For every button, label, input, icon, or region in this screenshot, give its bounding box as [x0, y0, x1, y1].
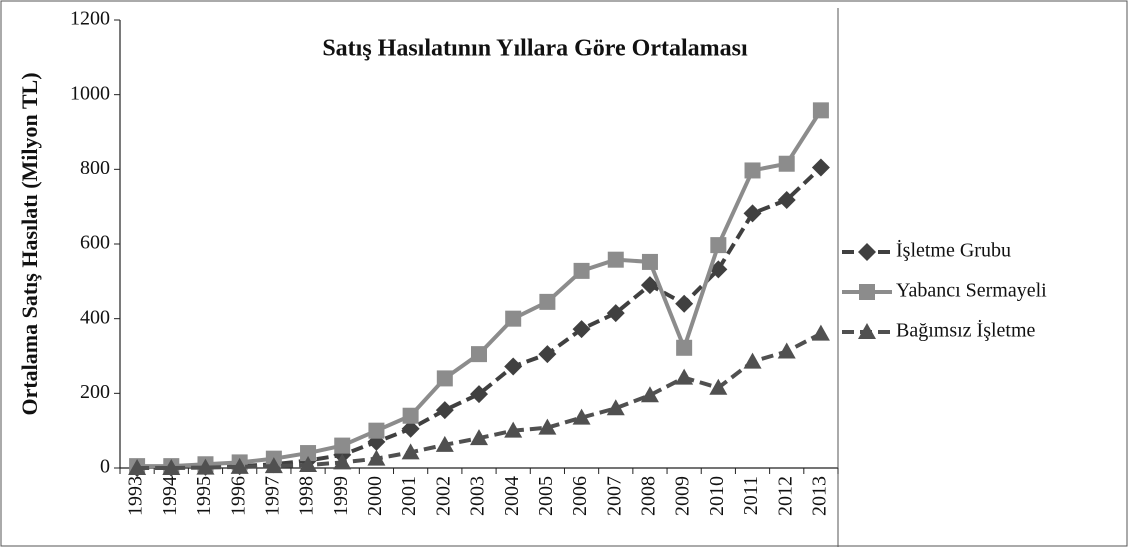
data-point [743, 352, 762, 369]
data-point [572, 320, 591, 339]
x-tick-label: 2010 [706, 476, 728, 516]
y-axis-label: Ortalama Satış Hasılatı (Milyon TL) [17, 72, 42, 415]
data-point [128, 459, 147, 475]
y-tick-label: 800 [80, 157, 110, 179]
y-tick-label: 1200 [70, 8, 110, 30]
data-point [435, 401, 454, 420]
x-tick-label: 2001 [398, 476, 420, 516]
data-point [401, 419, 420, 438]
legend-label: Yabancı Sermayeli [896, 280, 1047, 302]
legend-marker [859, 284, 875, 300]
data-point [606, 399, 625, 416]
x-tick-label: 2006 [569, 476, 591, 516]
data-point [230, 457, 249, 474]
x-tick-label: 1996 [227, 476, 249, 516]
data-point [505, 310, 522, 327]
data-point [777, 190, 796, 209]
data-point [710, 237, 727, 254]
data-point [640, 386, 659, 403]
chart-title: Satış Hasılatının Yıllara Göre Ortalamas… [322, 36, 748, 62]
data-point [196, 458, 215, 475]
y-tick-label: 0 [100, 456, 110, 478]
data-point [607, 251, 624, 268]
x-tick-label: 2000 [364, 476, 386, 516]
legend-label: İşletme Grubu [896, 239, 1011, 262]
series-line [137, 109, 823, 469]
x-tick-label: 2011 [740, 476, 762, 515]
data-point [675, 368, 694, 385]
series-line [137, 166, 823, 470]
x-tick-label: 2002 [432, 476, 454, 516]
legend-label: Bağımsız İşletme [896, 319, 1036, 342]
x-tick-label: 2007 [603, 476, 625, 516]
data-point [778, 155, 795, 172]
data-point [640, 276, 659, 295]
data-point [709, 378, 728, 395]
x-tick-label: 1993 [125, 476, 147, 516]
x-tick-label: 1998 [296, 476, 318, 516]
data-point [676, 339, 693, 356]
data-point [743, 204, 762, 223]
data-point [812, 102, 829, 119]
y-tick-label: 600 [80, 232, 110, 254]
data-point [538, 418, 557, 435]
data-point [333, 453, 352, 470]
data-point [573, 262, 590, 279]
legend-marker [858, 323, 876, 339]
y-tick-label: 200 [80, 381, 110, 403]
data-point [606, 304, 625, 323]
legend-marker [858, 243, 876, 261]
data-point [675, 294, 694, 313]
data-point [435, 435, 454, 452]
data-point [471, 346, 487, 363]
data-point [334, 437, 351, 454]
x-tick-label: 2009 [672, 476, 694, 516]
data-point [811, 324, 830, 341]
data-point [300, 445, 317, 462]
data-point [504, 421, 523, 438]
data-point [436, 370, 453, 387]
x-tick-label: 1994 [159, 476, 181, 516]
data-point [641, 253, 658, 270]
data-point [367, 449, 386, 466]
data-point [744, 162, 761, 179]
x-tick-label: 2003 [467, 476, 489, 516]
data-point [538, 345, 557, 364]
data-point [299, 456, 318, 473]
data-point [470, 429, 488, 446]
y-tick-label: 400 [80, 306, 110, 328]
data-point [504, 357, 523, 376]
data-point [368, 422, 385, 439]
data-point [811, 158, 830, 177]
data-point [402, 407, 419, 424]
x-tick-label: 2008 [638, 476, 660, 516]
x-tick-label: 2012 [774, 476, 796, 516]
data-point [401, 443, 420, 460]
data-point [264, 457, 283, 474]
x-tick-label: 1997 [261, 476, 283, 516]
x-tick-label: 1995 [193, 476, 215, 516]
data-point [572, 408, 591, 425]
data-point [777, 342, 796, 359]
data-point [539, 293, 556, 310]
x-tick-label: 2005 [535, 476, 557, 516]
x-tick-label: 2013 [808, 476, 830, 516]
data-point [162, 459, 181, 475]
x-tick-label: 2004 [501, 476, 523, 516]
y-tick-label: 1000 [70, 82, 110, 104]
data-point [470, 385, 488, 404]
x-tick-label: 1999 [330, 476, 352, 516]
